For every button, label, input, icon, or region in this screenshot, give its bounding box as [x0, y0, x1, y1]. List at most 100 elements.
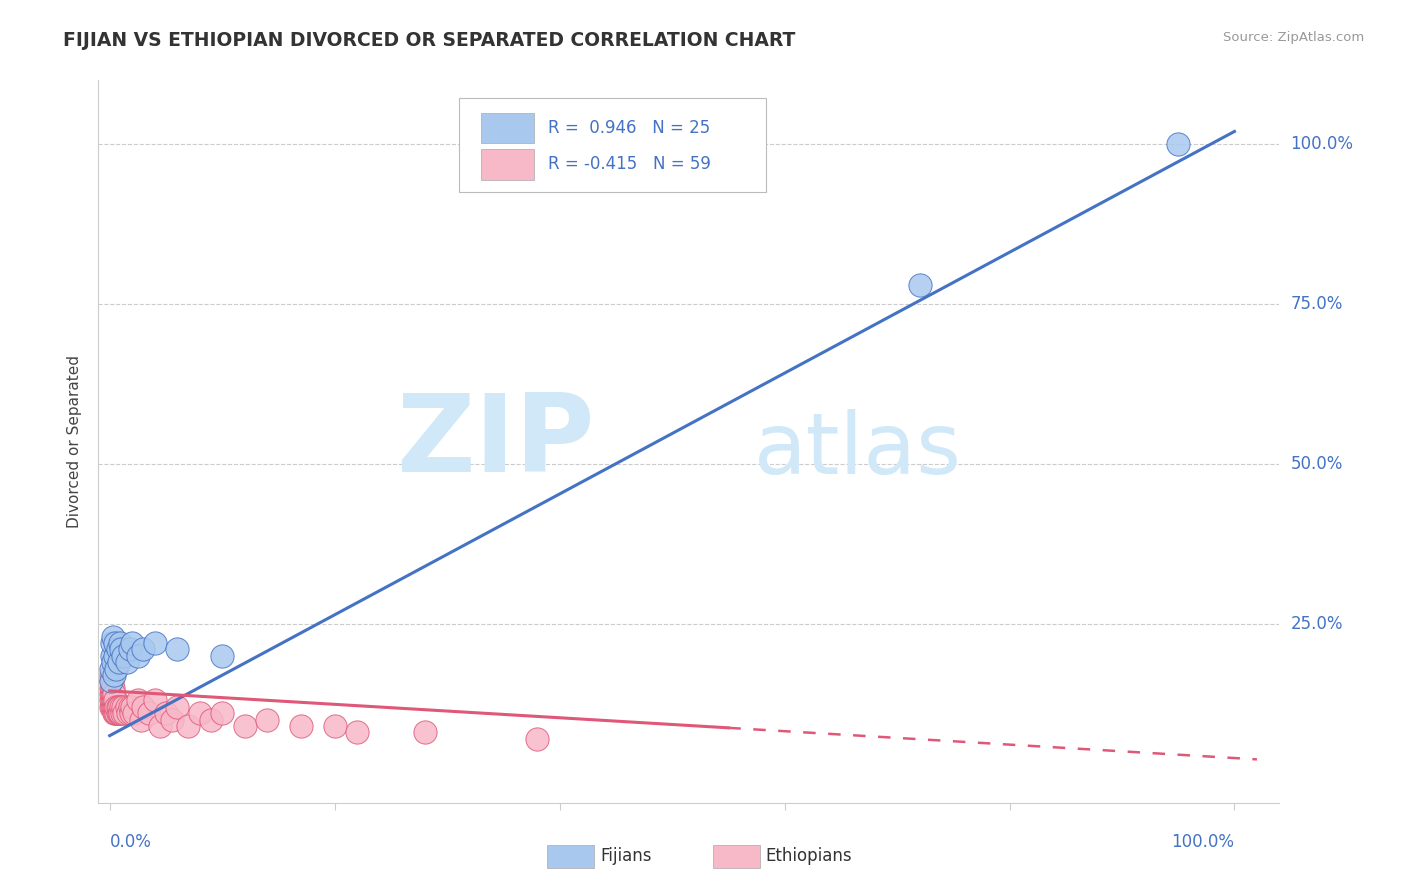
Text: atlas: atlas — [754, 409, 962, 491]
Point — [101, 681, 124, 695]
Point — [177, 719, 200, 733]
Point — [101, 648, 124, 663]
Text: 100.0%: 100.0% — [1291, 136, 1354, 153]
Text: ZIP: ZIP — [396, 389, 595, 494]
Point — [100, 668, 122, 682]
Point — [188, 706, 211, 721]
Point — [112, 648, 135, 663]
Point — [160, 713, 183, 727]
Point — [323, 719, 346, 733]
Point — [111, 706, 134, 721]
Point — [1167, 137, 1189, 152]
Point — [121, 699, 143, 714]
Text: 50.0%: 50.0% — [1291, 455, 1343, 473]
Point — [105, 699, 128, 714]
Point — [117, 706, 139, 721]
Point — [101, 674, 124, 689]
Point — [107, 642, 129, 657]
Point — [100, 693, 122, 707]
Point — [105, 706, 128, 721]
Point — [118, 699, 141, 714]
Point — [107, 706, 129, 721]
Point — [108, 636, 131, 650]
Point — [104, 648, 127, 663]
Text: 0.0%: 0.0% — [110, 833, 152, 851]
Point — [108, 706, 131, 721]
Point — [100, 681, 122, 695]
Point — [104, 706, 127, 721]
Point — [101, 699, 124, 714]
Point — [121, 636, 143, 650]
Text: Source: ZipAtlas.com: Source: ZipAtlas.com — [1223, 31, 1364, 45]
Point — [101, 681, 124, 695]
Text: R =  0.946   N = 25: R = 0.946 N = 25 — [548, 119, 710, 137]
Point — [107, 699, 129, 714]
Point — [233, 719, 256, 733]
Point — [211, 706, 233, 721]
Y-axis label: Divorced or Separated: Divorced or Separated — [67, 355, 83, 528]
Point — [200, 713, 222, 727]
Text: 75.0%: 75.0% — [1291, 295, 1343, 313]
Point — [118, 642, 141, 657]
Point — [107, 699, 129, 714]
Point — [413, 725, 436, 739]
Point — [101, 630, 124, 644]
Point — [103, 687, 125, 701]
Point — [105, 661, 128, 675]
Point — [143, 636, 166, 650]
Point — [101, 687, 124, 701]
Point — [110, 699, 132, 714]
Point — [103, 693, 125, 707]
Point — [104, 699, 127, 714]
Point — [100, 661, 122, 675]
Point — [290, 719, 312, 733]
Bar — [713, 845, 759, 868]
Point — [155, 706, 177, 721]
Text: 25.0%: 25.0% — [1291, 615, 1343, 632]
Point — [166, 642, 188, 657]
Point — [115, 655, 138, 669]
Text: Fijians: Fijians — [600, 847, 652, 865]
Point — [100, 674, 122, 689]
Point — [101, 693, 124, 707]
Point — [100, 687, 122, 701]
Bar — [547, 845, 595, 868]
Point — [129, 713, 152, 727]
Point — [124, 706, 146, 721]
Point — [132, 699, 155, 714]
FancyBboxPatch shape — [458, 98, 766, 193]
Point — [143, 693, 166, 707]
Text: FIJIAN VS ETHIOPIAN DIVORCED OR SEPARATED CORRELATION CHART: FIJIAN VS ETHIOPIAN DIVORCED OR SEPARATE… — [63, 31, 796, 50]
Point — [101, 687, 124, 701]
Point — [101, 699, 124, 714]
Point — [149, 719, 172, 733]
Point — [127, 693, 149, 707]
Text: R = -0.415   N = 59: R = -0.415 N = 59 — [548, 155, 711, 173]
Point — [211, 648, 233, 663]
Bar — [481, 112, 534, 143]
Point — [101, 655, 124, 669]
Point — [132, 642, 155, 657]
Point — [100, 674, 122, 689]
Point — [103, 668, 125, 682]
Point — [107, 655, 129, 669]
Point — [104, 636, 127, 650]
Point — [112, 706, 135, 721]
Point — [110, 642, 132, 657]
Point — [103, 699, 125, 714]
Point — [127, 648, 149, 663]
Point — [166, 699, 188, 714]
Bar — [481, 149, 534, 179]
Point — [115, 699, 138, 714]
Point — [256, 713, 278, 727]
Point — [138, 706, 160, 721]
Point — [100, 699, 122, 714]
Point — [112, 699, 135, 714]
Point — [346, 725, 368, 739]
Text: 100.0%: 100.0% — [1171, 833, 1234, 851]
Point — [120, 706, 142, 721]
Point — [104, 693, 127, 707]
Text: Ethiopians: Ethiopians — [766, 847, 852, 865]
Point — [908, 277, 931, 292]
Point — [103, 706, 125, 721]
